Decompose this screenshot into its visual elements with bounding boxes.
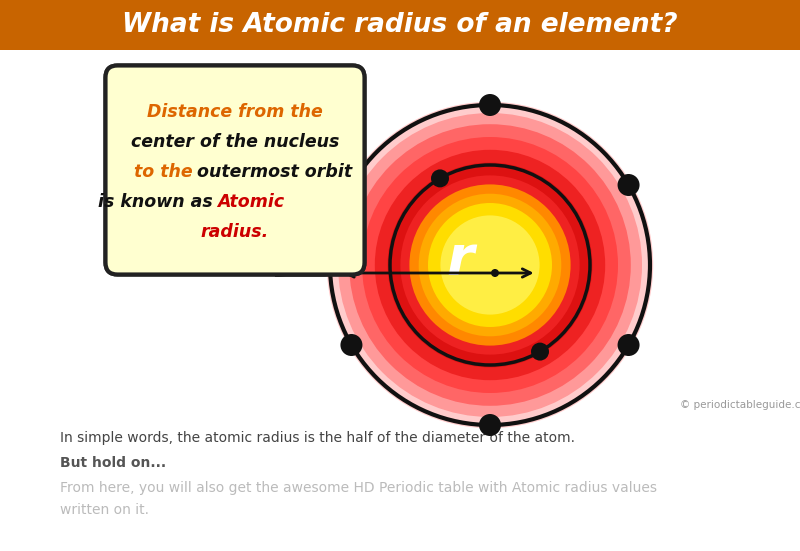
Circle shape: [349, 124, 630, 406]
Circle shape: [440, 215, 539, 315]
Circle shape: [428, 203, 552, 327]
Text: radius.: radius.: [201, 223, 269, 241]
Text: What is Atomic radius of an element?: What is Atomic radius of an element?: [122, 12, 678, 38]
FancyBboxPatch shape: [106, 66, 365, 274]
Text: center of the nucleus: center of the nucleus: [131, 133, 339, 151]
Text: r: r: [446, 233, 474, 287]
Circle shape: [491, 269, 499, 277]
FancyBboxPatch shape: [0, 0, 800, 50]
Circle shape: [531, 343, 549, 360]
FancyBboxPatch shape: [106, 66, 365, 274]
Circle shape: [388, 163, 592, 368]
Text: In simple words, the atomic radius is the half of the diameter of the atom.: In simple words, the atomic radius is th…: [60, 431, 575, 445]
Circle shape: [618, 174, 639, 196]
Circle shape: [479, 94, 501, 116]
Circle shape: [479, 414, 501, 436]
Text: to the: to the: [134, 163, 193, 181]
Circle shape: [341, 174, 362, 196]
Circle shape: [327, 102, 654, 428]
Circle shape: [338, 113, 642, 417]
Circle shape: [618, 334, 639, 356]
Text: From here, you will also get the awesome HD Periodic table with Atomic radius va: From here, you will also get the awesome…: [60, 481, 657, 495]
Text: Distance from the: Distance from the: [147, 103, 323, 121]
Text: written on it.: written on it.: [60, 503, 149, 517]
Circle shape: [374, 150, 606, 380]
Circle shape: [400, 175, 579, 355]
Text: is known as: is known as: [98, 193, 213, 211]
Circle shape: [418, 194, 562, 336]
Circle shape: [422, 198, 558, 332]
Text: © periodictableguide.com: © periodictableguide.com: [680, 400, 800, 410]
Circle shape: [431, 169, 449, 187]
Text: Atomic: Atomic: [217, 193, 284, 211]
Polygon shape: [275, 270, 360, 274]
Circle shape: [362, 137, 618, 393]
Text: outermost orbit: outermost orbit: [197, 163, 352, 181]
Text: But hold on...: But hold on...: [60, 456, 166, 470]
Circle shape: [413, 188, 566, 342]
Circle shape: [341, 334, 362, 356]
Circle shape: [410, 185, 570, 345]
